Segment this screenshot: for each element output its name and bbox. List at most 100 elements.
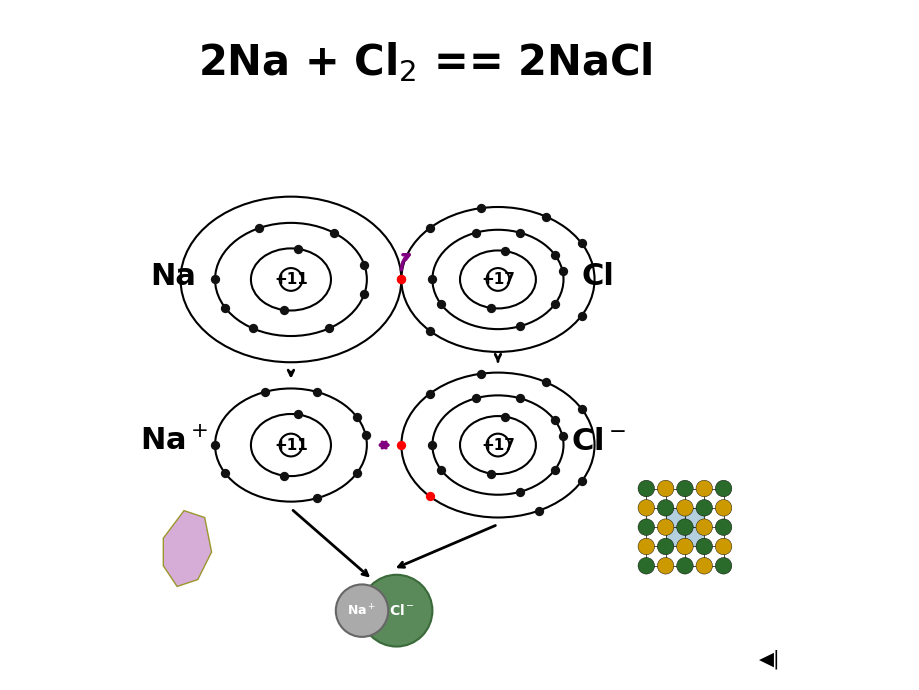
Point [554, 431, 569, 442]
Point [468, 393, 482, 404]
Point [251, 223, 266, 234]
Circle shape [715, 480, 732, 497]
Text: Na$^+$: Na$^+$ [347, 603, 376, 618]
Point [513, 486, 528, 497]
Circle shape [638, 500, 654, 516]
Circle shape [486, 434, 509, 457]
Point [277, 304, 291, 315]
Point [422, 223, 437, 234]
Point [357, 259, 371, 270]
Point [573, 310, 588, 322]
Circle shape [676, 500, 693, 516]
Circle shape [696, 480, 711, 497]
Point [483, 468, 498, 479]
Point [309, 493, 323, 504]
Text: +17: +17 [481, 437, 515, 453]
Circle shape [638, 519, 654, 535]
Point [531, 505, 546, 516]
FancyBboxPatch shape [665, 508, 704, 546]
Text: Cl$^-$: Cl$^-$ [570, 427, 625, 456]
Point [473, 203, 488, 214]
Point [322, 323, 336, 334]
Circle shape [696, 519, 711, 535]
Text: 2Na + Cl$_2$ == 2NaCl: 2Na + Cl$_2$ == 2NaCl [198, 40, 652, 84]
Point [425, 440, 439, 451]
Point [547, 464, 562, 475]
Point [573, 476, 588, 487]
Point [393, 274, 408, 285]
Point [422, 491, 437, 502]
Circle shape [279, 268, 302, 291]
Point [349, 411, 364, 422]
Text: Na$^+$: Na$^+$ [140, 427, 208, 456]
Circle shape [360, 575, 432, 647]
Circle shape [638, 480, 654, 497]
Point [539, 377, 553, 388]
Point [290, 409, 305, 420]
Point [393, 274, 408, 285]
Circle shape [656, 519, 673, 535]
Point [513, 321, 528, 332]
Point [539, 211, 553, 222]
Point [434, 464, 448, 475]
Point [218, 468, 233, 479]
Circle shape [656, 538, 673, 555]
Point [422, 388, 437, 400]
Point [425, 274, 439, 285]
Point [218, 302, 233, 313]
Point [547, 249, 562, 260]
Text: +11: +11 [274, 272, 308, 287]
Point [554, 265, 569, 276]
Point [513, 227, 528, 238]
Circle shape [696, 538, 711, 555]
Point [496, 246, 511, 257]
Text: ◀|: ◀| [758, 650, 780, 669]
Point [513, 393, 528, 404]
Circle shape [638, 558, 654, 574]
Text: Na: Na [151, 262, 197, 290]
Point [327, 228, 342, 239]
Point [422, 325, 437, 336]
Circle shape [638, 538, 654, 555]
Text: Cl$^-$: Cl$^-$ [389, 603, 414, 618]
Point [496, 411, 511, 422]
Point [468, 227, 482, 238]
Text: +11: +11 [274, 437, 308, 453]
Circle shape [486, 268, 509, 291]
Circle shape [676, 538, 693, 555]
Point [393, 440, 408, 451]
Polygon shape [164, 511, 211, 586]
Point [434, 299, 448, 310]
Point [208, 274, 222, 285]
Point [473, 368, 488, 380]
Point [309, 386, 323, 397]
Point [357, 430, 372, 441]
Circle shape [676, 558, 693, 574]
Point [245, 323, 260, 334]
Point [257, 386, 272, 397]
Circle shape [656, 500, 673, 516]
Circle shape [656, 480, 673, 497]
Circle shape [696, 558, 711, 574]
Point [547, 299, 562, 310]
Text: Cl: Cl [581, 262, 614, 290]
Point [290, 244, 305, 255]
Circle shape [696, 500, 711, 516]
Point [349, 468, 364, 479]
Text: +17: +17 [481, 272, 515, 287]
Point [357, 288, 371, 299]
Circle shape [715, 538, 732, 555]
Circle shape [279, 434, 302, 457]
Circle shape [715, 558, 732, 574]
Point [573, 403, 588, 414]
Circle shape [715, 519, 732, 535]
Circle shape [676, 480, 693, 497]
Point [277, 470, 291, 481]
Circle shape [335, 584, 388, 637]
Circle shape [676, 519, 693, 535]
Point [573, 238, 588, 249]
Circle shape [656, 558, 673, 574]
Circle shape [715, 500, 732, 516]
Point [483, 302, 498, 313]
Point [208, 440, 222, 451]
